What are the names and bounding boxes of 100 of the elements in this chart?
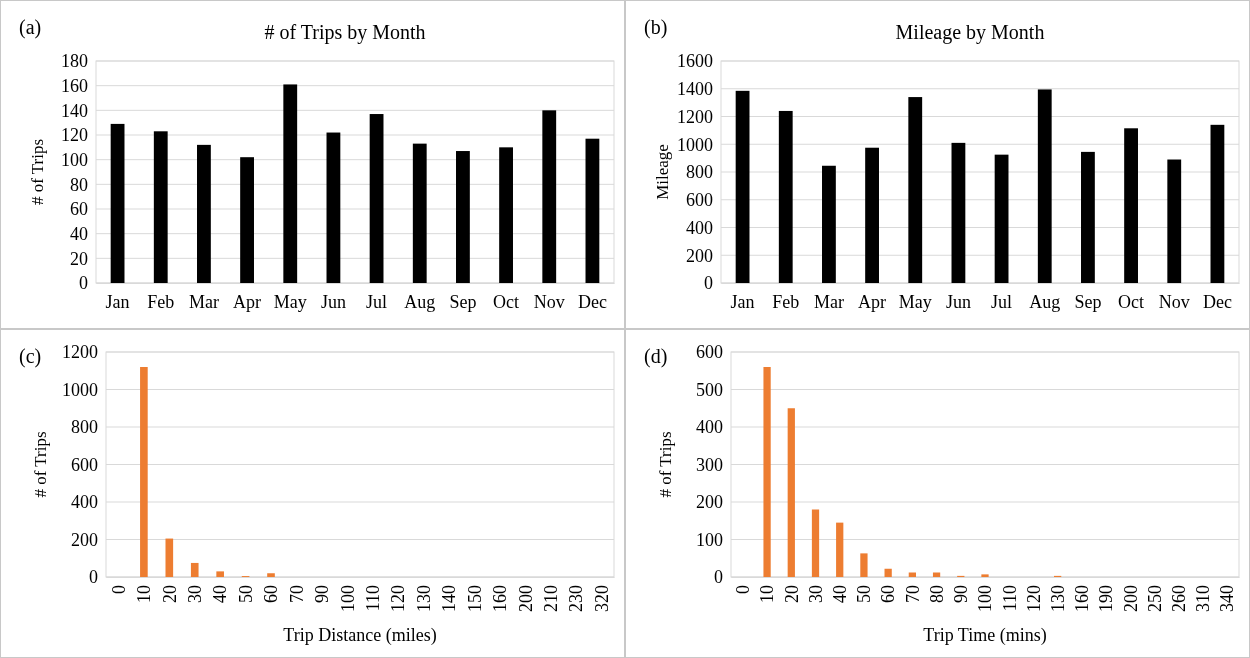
y-tick-label: 160: [61, 75, 88, 96]
y-tick-label: 200: [71, 529, 98, 550]
x-tick-label: Feb: [772, 291, 800, 312]
y-axis-title: Mileage: [653, 144, 672, 200]
y-tick-label: 0: [79, 273, 88, 294]
x-tick-label: 20: [159, 585, 180, 603]
y-tick-label: 1400: [677, 79, 713, 100]
bar: [884, 568, 892, 577]
x-tick-label: 10: [757, 585, 778, 603]
x-tick-label: Nov: [1158, 291, 1190, 312]
text: (a): [19, 16, 42, 39]
x-tick-label: Feb: [147, 291, 175, 312]
x-tick-label: 120: [1023, 585, 1044, 612]
bar: [190, 562, 199, 577]
y-tick-label: 100: [696, 529, 723, 550]
x-tick-label: 110: [999, 585, 1020, 612]
y-tick-label: 800: [686, 162, 713, 183]
x-tick-label: 0: [733, 585, 754, 594]
x-tick-label: 160: [490, 585, 511, 612]
y-tick-label: 20: [70, 248, 88, 269]
y-tick-label: 200: [696, 492, 723, 513]
chart-title: # of Trips by Month: [264, 21, 426, 44]
y-tick-label: 1000: [677, 134, 713, 155]
y-tick-label: 600: [71, 454, 98, 475]
x-tick-label: Jan: [730, 291, 755, 312]
x-tick-label: Jun: [945, 291, 971, 312]
bar: [811, 509, 820, 577]
x-tick-label: 320: [591, 585, 612, 612]
x-tick-label: Apr: [858, 291, 887, 312]
y-tick-label: 400: [686, 217, 713, 238]
x-tick-label: Sep: [1074, 291, 1102, 312]
bar: [140, 367, 148, 577]
bar: [1124, 128, 1138, 283]
bar: [283, 84, 298, 283]
x-tick-label: 20: [781, 585, 802, 603]
x-tick-label: 120: [388, 585, 409, 612]
x-tick-label: 100: [337, 585, 358, 612]
bar: [865, 147, 879, 283]
x-tick-label: 40: [830, 585, 851, 603]
y-tick-label: 180: [61, 51, 88, 72]
x-tick-label: 10: [134, 585, 155, 603]
bar: [456, 151, 470, 283]
y-tick-label: 0: [704, 273, 713, 294]
x-tick-label: 230: [566, 585, 587, 612]
y-tick-label: 120: [61, 125, 88, 146]
x-tick-label: Oct: [1118, 291, 1145, 312]
x-tick-label: 250: [1144, 585, 1165, 612]
x-axis-title: Trip Time (mins): [923, 625, 1047, 646]
x-tick-label: Aug: [404, 291, 436, 312]
x-tick-label: 90: [951, 585, 972, 603]
y-tick-label: 600: [686, 190, 713, 211]
x-tick-label: Oct: [493, 291, 520, 312]
bar: [735, 90, 750, 283]
bar: [542, 110, 557, 283]
x-tick-label: 50: [235, 585, 256, 603]
x-tick-label: Apr: [233, 291, 262, 312]
bar: [153, 131, 168, 283]
x-tick-label: 60: [261, 585, 282, 603]
x-tick-label: Aug: [1029, 291, 1061, 312]
bar: [908, 97, 923, 283]
x-tick-label: Jul: [366, 291, 388, 312]
text: (d): [644, 345, 668, 368]
x-tick-label: Jan: [105, 291, 130, 312]
y-axis-title: # of Trips: [656, 431, 675, 498]
bar: [836, 522, 844, 577]
x-tick-label: 260: [1169, 585, 1190, 612]
x-tick-label: 200: [515, 585, 536, 612]
x-tick-label: Mar: [813, 291, 844, 312]
x-tick-label: 310: [1193, 585, 1214, 612]
x-tick-label: 50: [854, 585, 875, 603]
y-tick-label: 800: [71, 417, 98, 438]
x-tick-label: 200: [1120, 585, 1141, 612]
y-tick-label: 140: [61, 100, 88, 121]
text: (c): [19, 345, 42, 368]
bar: [110, 123, 125, 283]
x-tick-label: 80: [926, 585, 947, 603]
y-tick-label: 400: [71, 492, 98, 513]
x-tick-label: 70: [902, 585, 923, 603]
bar: [822, 165, 836, 283]
x-tick-label: 110: [363, 585, 384, 612]
y-tick-label: 1600: [677, 51, 713, 72]
y-tick-label: 40: [70, 223, 88, 244]
x-tick-label: Jun: [320, 291, 346, 312]
x-tick-label: Nov: [533, 291, 565, 312]
y-tick-label: 600: [696, 342, 723, 363]
bar: [216, 571, 224, 577]
bar: [1037, 89, 1052, 283]
y-tick-label: 100: [61, 149, 88, 170]
x-tick-label: May: [273, 291, 307, 312]
y-tick-label: 80: [70, 174, 88, 195]
x-tick-label: 90: [312, 585, 333, 603]
bar: [994, 154, 1009, 283]
bar: [326, 132, 341, 283]
x-tick-label: 0: [108, 585, 129, 594]
y-tick-label: 200: [686, 245, 713, 266]
bar: [763, 367, 771, 577]
y-axis-title: # of Trips: [28, 138, 47, 206]
x-tick-label: Dec: [1202, 291, 1232, 312]
x-tick-label: 30: [805, 585, 826, 603]
x-tick-label: 130: [413, 585, 434, 612]
